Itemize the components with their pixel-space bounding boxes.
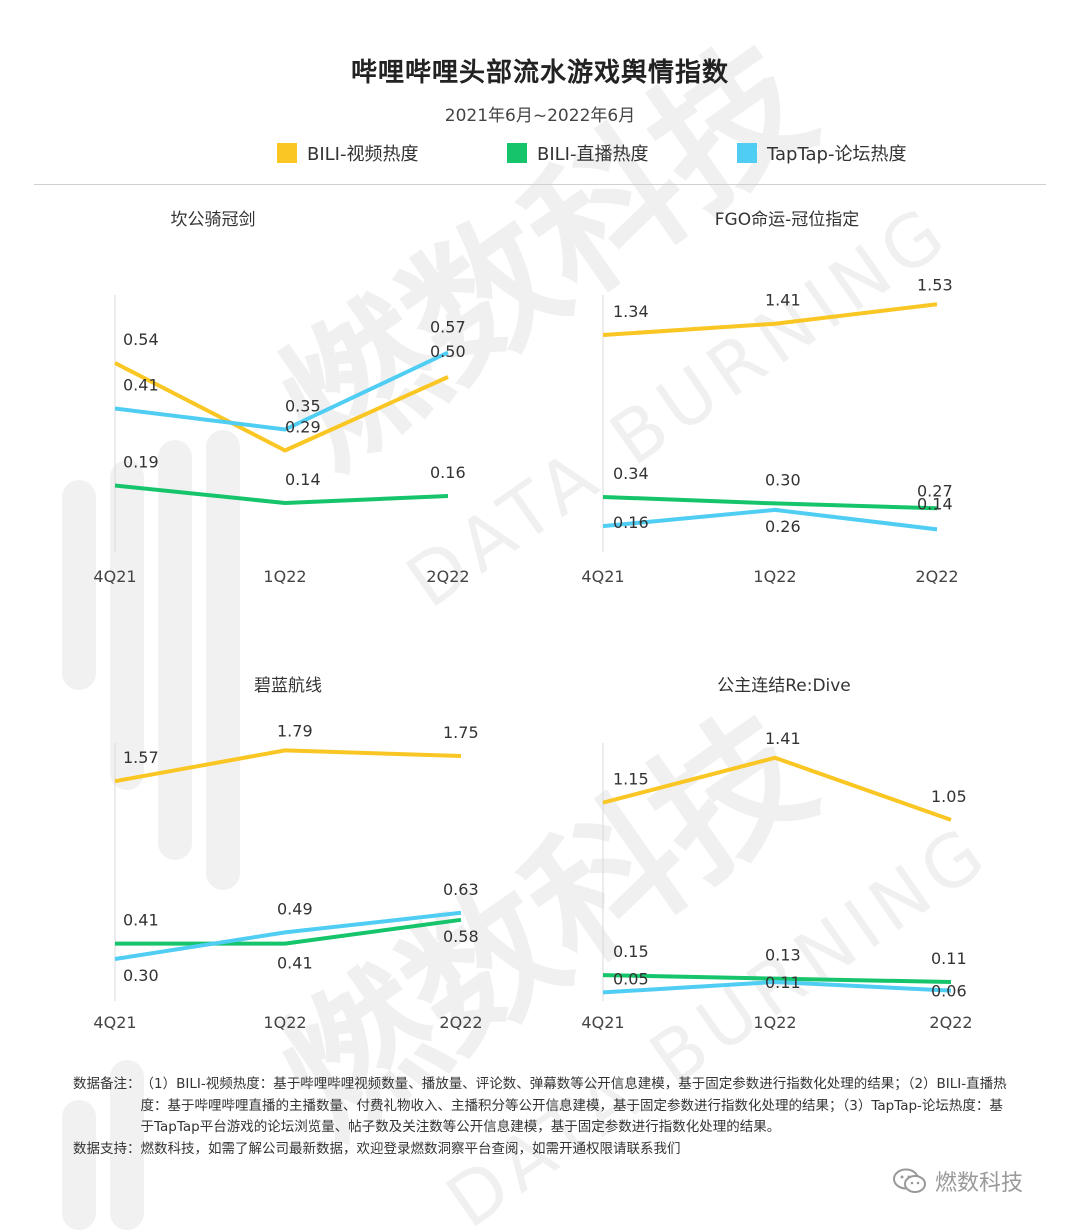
series-line bbox=[114, 483, 449, 505]
page-subtitle: 2021年6月~2022年6月 bbox=[444, 106, 636, 126]
x-tick-label: 4Q21 bbox=[581, 567, 624, 586]
data-label: 0.30 bbox=[765, 470, 801, 489]
chart-title: 碧蓝航线 bbox=[254, 676, 322, 696]
header-divider bbox=[34, 184, 1046, 185]
data-label: 0.27 bbox=[917, 481, 953, 500]
data-label: 0.35 bbox=[285, 397, 321, 416]
x-tick-label: 4Q21 bbox=[93, 567, 136, 586]
note-text: （1）BILI-视频热度：基于哔哩哔哩视频数量、播放量、评论数、弹幕数等公开信息… bbox=[140, 1076, 1007, 1135]
data-label: 1.34 bbox=[613, 302, 649, 321]
legend: BILI-视频热度 BILI-直播热度 TapTap-论坛热度 bbox=[0, 140, 1080, 168]
chart-panel-azurlane: 碧蓝航线 4Q21 1Q22 2Q22 1.57 1.79 1.75 0.41 0.41 0.58… bbox=[93, 676, 482, 1032]
legend-swatch-forum bbox=[737, 143, 757, 163]
data-label: 0.13 bbox=[765, 946, 801, 965]
data-label: 0.05 bbox=[613, 969, 649, 988]
data-label: 0.54 bbox=[123, 330, 159, 349]
series-line bbox=[114, 350, 449, 432]
chart-panel-princess-connect: 公主连结Re:Dive 4Q21 1Q22 2Q22 1.15 1.41 1.05 0.15 0… bbox=[581, 676, 972, 1032]
note-support: 数据支持： 燃数科技，如需了解公司最新数据，欢迎登录燃数洞察平台查阅，如需开通权… bbox=[73, 1139, 1008, 1161]
data-label: 0.11 bbox=[931, 949, 967, 968]
data-label: 0.14 bbox=[917, 494, 953, 513]
legend-swatch-live bbox=[507, 143, 527, 163]
brand-logo: 燃数科技 bbox=[893, 1165, 1023, 1197]
page-title: 哔哩哔哩头部流水游戏舆情指数 bbox=[350, 58, 729, 88]
note-text: 燃数科技，如需了解公司最新数据，欢迎登录燃数洞察平台查阅，如需开通权限请联系我们 bbox=[140, 1140, 681, 1157]
x-tick-label: 4Q21 bbox=[93, 1013, 136, 1032]
legend-label: BILI-视频热度 bbox=[307, 144, 419, 165]
note-label: 数据备注： bbox=[73, 1076, 141, 1092]
x-tick-label: 2Q22 bbox=[426, 567, 469, 586]
data-label: 0.14 bbox=[285, 470, 321, 489]
data-label: 0.29 bbox=[285, 418, 321, 437]
data-label: 0.06 bbox=[931, 982, 967, 1001]
data-label: 0.19 bbox=[123, 453, 159, 472]
x-tick-label: 1Q22 bbox=[263, 567, 306, 586]
data-label: 1.41 bbox=[765, 729, 801, 748]
wechat-icon bbox=[893, 1168, 926, 1193]
data-label: 0.30 bbox=[123, 966, 159, 985]
series-line bbox=[602, 973, 952, 985]
note-label: 数据支持： bbox=[73, 1140, 141, 1157]
chart-title: 坎公骑冠剑 bbox=[171, 210, 256, 230]
data-label: 1.75 bbox=[443, 723, 479, 742]
data-label: 1.05 bbox=[931, 787, 967, 806]
series-line bbox=[602, 302, 938, 338]
brand-name: 燃数科技 bbox=[935, 1171, 1024, 1196]
data-label: 0.41 bbox=[277, 954, 313, 973]
series-line bbox=[602, 980, 952, 995]
data-label: 0.16 bbox=[613, 513, 649, 532]
data-label: 0.58 bbox=[443, 927, 479, 946]
x-tick-label: 2Q22 bbox=[915, 567, 958, 586]
data-label: 0.41 bbox=[123, 376, 159, 395]
series-line bbox=[114, 910, 462, 961]
data-label: 0.49 bbox=[277, 899, 313, 918]
chart-panel-kanko: 坎公骑冠剑 4Q21 1Q22 2Q22 0.54 0.29 0.50 0.19 0.14 0.1… bbox=[93, 210, 469, 586]
x-tick-label: 4Q21 bbox=[581, 1013, 624, 1032]
chart-title: 公主连结Re:Dive bbox=[717, 676, 851, 696]
data-label: 0.57 bbox=[430, 318, 466, 337]
series-line bbox=[114, 361, 449, 453]
legend-item-forum: TapTap-论坛热度 bbox=[737, 140, 906, 166]
footnotes: 数据备注： （1）BILI-视频热度：基于哔哩哔哩视频数量、播放量、评论数、弹幕… bbox=[73, 1074, 1008, 1160]
series-line bbox=[602, 507, 938, 532]
data-label: 0.34 bbox=[613, 464, 649, 483]
data-label: 1.79 bbox=[277, 721, 313, 740]
legend-swatch-video bbox=[277, 143, 297, 163]
data-label: 0.26 bbox=[765, 517, 801, 536]
x-tick-label: 1Q22 bbox=[753, 567, 796, 586]
data-label: 1.15 bbox=[613, 770, 649, 789]
data-label: 0.50 bbox=[430, 342, 466, 361]
legend-item-live: BILI-直播热度 bbox=[507, 140, 649, 166]
x-tick-label: 1Q22 bbox=[263, 1013, 306, 1032]
data-label: 0.63 bbox=[443, 880, 479, 899]
chart-panel-fgo: FGO命运-冠位指定 4Q21 1Q22 2Q22 1.34 1.41 1.53 0.34 0.… bbox=[581, 210, 958, 586]
series-line bbox=[114, 748, 462, 784]
series-line bbox=[602, 494, 938, 511]
data-label: 1.41 bbox=[765, 291, 801, 310]
series-line bbox=[115, 917, 462, 946]
chart-title: FGO命运-冠位指定 bbox=[715, 210, 859, 230]
series-line bbox=[602, 755, 952, 822]
legend-label: BILI-直播热度 bbox=[537, 144, 649, 165]
x-tick-label: 2Q22 bbox=[439, 1013, 482, 1032]
data-label: 0.16 bbox=[430, 463, 466, 482]
data-label: 0.41 bbox=[123, 911, 159, 930]
legend-item-video: BILI-视频热度 bbox=[277, 140, 419, 166]
note-remarks: 数据备注： （1）BILI-视频热度：基于哔哩哔哩视频数量、播放量、评论数、弹幕… bbox=[73, 1074, 1008, 1139]
data-label: 1.53 bbox=[917, 275, 953, 294]
data-label: 0.15 bbox=[613, 942, 649, 961]
data-label: 0.11 bbox=[765, 973, 801, 992]
data-label: 1.57 bbox=[123, 748, 159, 767]
x-tick-label: 2Q22 bbox=[929, 1013, 972, 1032]
x-tick-label: 1Q22 bbox=[753, 1013, 796, 1032]
legend-label: TapTap-论坛热度 bbox=[767, 144, 907, 165]
